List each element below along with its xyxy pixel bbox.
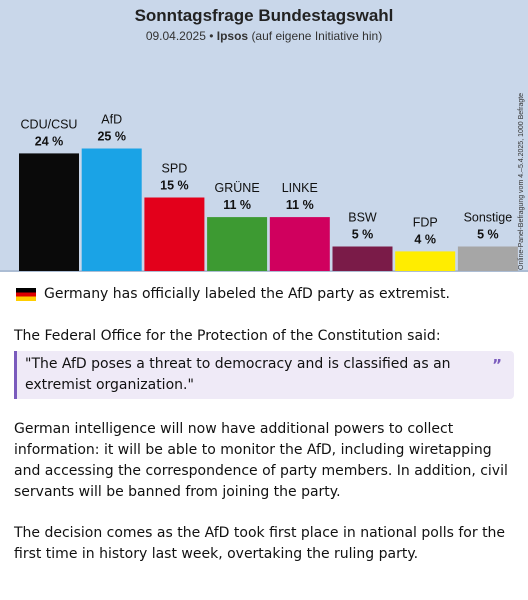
post-body: Germany has officially labeled the AfD p… bbox=[14, 284, 514, 565]
value-label-0: 24 % bbox=[35, 134, 64, 148]
headline: Germany has officially labeled the AfD p… bbox=[14, 284, 514, 305]
party-label-6: FDP bbox=[413, 215, 438, 229]
value-label-7: 5 % bbox=[477, 228, 499, 242]
poll-chart: Sonntagsfrage Bundestagswahl 09.04.2025 … bbox=[0, 0, 528, 272]
value-label-1: 25 % bbox=[97, 130, 126, 144]
chart-side-note: Online-Panel-Befragung vom 4.–5.4.2025, … bbox=[518, 93, 525, 270]
party-label-5: BSW bbox=[348, 211, 377, 225]
germany-flag-icon bbox=[16, 288, 36, 301]
party-label-4: LINKE bbox=[282, 181, 318, 195]
paragraph-2: The decision comes as the AfD took first… bbox=[14, 525, 506, 562]
intro-text: The Federal Office for the Protection of… bbox=[14, 328, 441, 344]
paragraph-1: German intelligence will now have additi… bbox=[14, 421, 508, 500]
party-label-3: GRÜNE bbox=[215, 181, 260, 195]
chart-subtitle: 09.04.2025 • Ipsos (auf eigene Initiativ… bbox=[146, 29, 382, 43]
headline-text: Germany has officially labeled the AfD p… bbox=[44, 286, 450, 302]
bar-3 bbox=[207, 217, 268, 271]
value-label-2: 15 % bbox=[160, 179, 189, 193]
quote-block: "The AfD poses a threat to democracy and… bbox=[14, 351, 514, 399]
bar-4 bbox=[269, 217, 330, 271]
party-label-1: AfD bbox=[101, 113, 122, 127]
bar-2 bbox=[144, 197, 205, 271]
chart-subtitle-date: 09.04.2025 • bbox=[146, 29, 214, 43]
bar-1 bbox=[81, 148, 142, 271]
party-label-7: Sonstige bbox=[464, 211, 513, 225]
bar-0 bbox=[19, 153, 79, 271]
bar-5 bbox=[332, 246, 393, 271]
party-label-0: CDU/CSU bbox=[21, 117, 78, 131]
bars-group: 24 % CDU/CSU 25 % AfD 15 % SPD 11 % GRÜNE 11 % LI… bbox=[19, 113, 518, 271]
chart-title: Sonntagsfrage Bundestagswahl bbox=[135, 6, 394, 25]
value-label-6: 4 % bbox=[414, 232, 436, 246]
quote-mark-icon: ” bbox=[492, 356, 502, 374]
value-label-4: 11 % bbox=[286, 198, 314, 212]
quote-text: "The AfD poses a threat to democracy and… bbox=[25, 356, 451, 393]
poll-chart-svg: Sonntagsfrage Bundestagswahl 09.04.2025 … bbox=[0, 6, 528, 272]
bar-7 bbox=[457, 246, 518, 271]
chart-subtitle-source: Ipsos bbox=[217, 29, 249, 43]
value-label-3: 11 % bbox=[223, 198, 251, 212]
party-label-2: SPD bbox=[162, 162, 188, 176]
chart-subtitle-note: (auf eigene Initiative hin) bbox=[251, 29, 382, 43]
value-label-5: 5 % bbox=[352, 228, 374, 242]
bar-6 bbox=[395, 251, 456, 271]
